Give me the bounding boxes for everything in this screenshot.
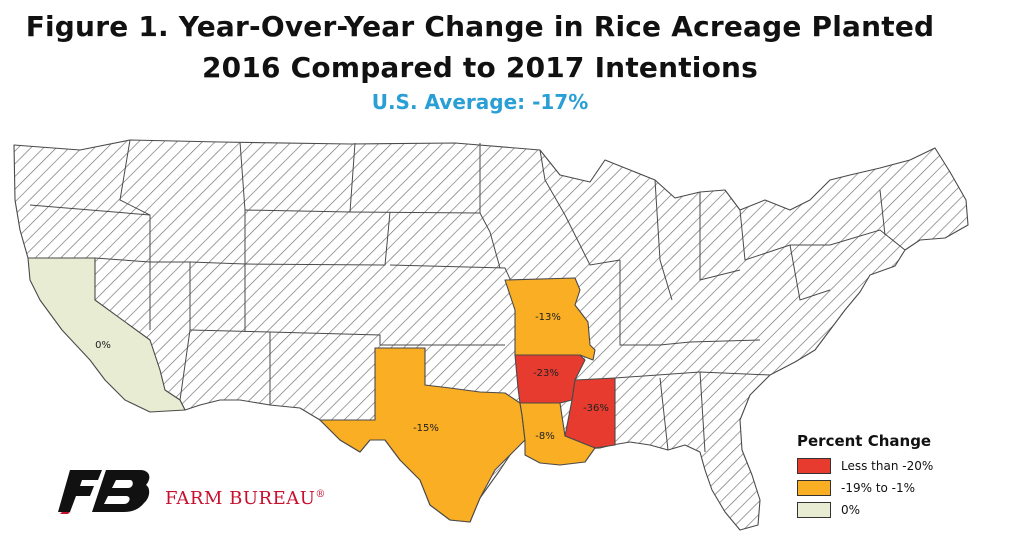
- state-label-louisiana: -8%: [535, 431, 554, 442]
- state-louisiana: [519, 402, 596, 466]
- state-border-lines: [29, 139, 906, 453]
- legend-swatch-red: [797, 457, 831, 474]
- legend-swatch-pale: [797, 501, 831, 518]
- legend-label: 0%: [841, 502, 861, 517]
- legend-item: 0%: [797, 501, 997, 518]
- farm-bureau-logo-icon: [58, 470, 150, 514]
- state-label-mississippi: -36%: [583, 403, 609, 414]
- state-missouri: [504, 277, 596, 361]
- legend-item: -19% to -1%: [797, 479, 997, 496]
- map-legend: Percent Change Less than -20% -19% to -1…: [797, 432, 997, 523]
- state-label-arkansas: -23%: [533, 368, 559, 379]
- state-label-texas: -15%: [413, 423, 439, 434]
- us-lower48-outline: [13, 139, 969, 531]
- state-texas: [319, 347, 526, 523]
- legend-title: Percent Change: [797, 432, 932, 450]
- registered-mark: ®: [315, 489, 326, 500]
- state-california: [27, 257, 186, 413]
- state-label-missouri: -13%: [535, 312, 561, 323]
- legend-label: Less than -20%: [841, 458, 934, 473]
- legend-label: -19% to -1%: [841, 480, 916, 495]
- chart-title-line2: 2016 Compared to 2017 Intentions: [201, 51, 759, 84]
- state-label-california: 0%: [95, 340, 111, 351]
- legend-item: Less than -20%: [797, 457, 997, 474]
- brand-name: FARM BUREAU®: [165, 488, 326, 509]
- legend-swatch-orange: [797, 479, 831, 496]
- chart-subtitle: U.S. Average: -17%: [371, 90, 589, 114]
- chart-title-line1: Figure 1. Year-Over-Year Change in Rice …: [25, 10, 935, 43]
